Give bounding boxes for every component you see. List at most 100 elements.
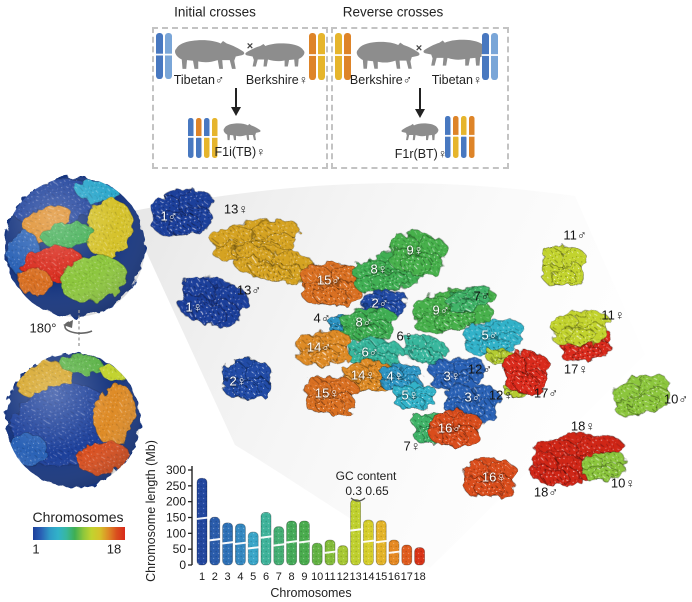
tibetan-chromosome-icon (164, 33, 173, 79)
nucleus-sphere-front (5, 177, 145, 317)
territory-blob-10m (610, 373, 670, 417)
territory-blob-3f (428, 356, 485, 390)
territory-blob-16m (428, 409, 482, 447)
territory-label-5f: 5♀ (401, 387, 419, 403)
territory-label-18m: 18♂ (533, 484, 559, 500)
reverse-cross-symbol: × (415, 42, 423, 55)
territory-label-1m: 1♂ (160, 208, 178, 224)
f1i-chromosome-icon (211, 118, 218, 158)
x-axis-tick-label: 13 (349, 571, 361, 583)
berkshire-chromosome-icon (334, 33, 343, 80)
territory-label-2m: 2♂ (371, 295, 389, 311)
x-axis-tick-label: 9 (301, 571, 307, 583)
territory-label-5m: 5♂ (481, 327, 499, 343)
territory-label-18f: 18♀ (570, 418, 596, 434)
territory-label-12m: 12♂ (467, 361, 493, 377)
territory-label-16m: 16♂ (437, 420, 463, 436)
chromosome-bar-6 (260, 512, 272, 566)
berkshire-chromosome-icon (308, 33, 317, 80)
territory-label-3f: 3♀ (443, 368, 461, 384)
territory-label-4f: 4♀ (386, 368, 404, 384)
x-axis-tick-label: 17 (401, 571, 413, 583)
initial-offspring-label: F1i(TB)♀ (214, 144, 266, 159)
territory-blob-9f (388, 231, 449, 277)
territory-label-9m: 9♂ (432, 302, 450, 318)
y-axis-tick-label: 100 (166, 526, 186, 540)
y-axis-tick-label: 300 (166, 463, 186, 477)
territory-label-7f: 7♀ (403, 438, 421, 454)
x-axis-tick-label: 12 (337, 571, 349, 583)
initial-crosses-box (152, 27, 328, 169)
territory-blob-10f (580, 451, 626, 482)
territory-blob-5m (463, 319, 525, 355)
reverse-crosses-title: Reverse crosses (342, 4, 444, 20)
territory-blob-16f (462, 457, 518, 499)
territory-label-17m: 17♂ (533, 385, 559, 401)
territory-label-3m: 3♂ (464, 389, 482, 405)
territory-blob-11f (550, 310, 609, 346)
chromosome-bar-14 (362, 519, 375, 566)
territory-blob-1m (149, 188, 213, 236)
territory-label-16f: 16♀ (481, 469, 507, 485)
chromosome-territories (149, 188, 670, 499)
territory-blob-14m (295, 330, 353, 366)
chart-x-axis-title: Chromosomes (270, 585, 352, 600)
territory-label-13f: 13♀ (223, 201, 249, 217)
chromosome-bar-8 (286, 520, 298, 566)
territory-label-15f: 15♀ (314, 385, 340, 401)
x-axis-tick-label: 6 (263, 571, 269, 583)
territory-label-11f: 11♀ (601, 307, 625, 323)
berkshire-chromosome-icon (317, 33, 326, 80)
legend-max-label: 18 (106, 541, 122, 557)
x-axis-tick-label: 8 (289, 571, 295, 583)
gc-content-annotation-title: GC content (335, 469, 397, 483)
chromosome-bar-4 (234, 523, 247, 566)
territory-label-2f: 2♀ (229, 373, 247, 389)
chromosome-bar-2 (209, 516, 221, 566)
y-axis-tick-label: 250 (166, 479, 186, 493)
chromosome-bar-12 (337, 545, 349, 566)
tibetan-chromosome-icon (155, 33, 164, 79)
reverse-crosses-box (331, 27, 509, 169)
territory-blob-6m (347, 337, 403, 370)
reverse-sire-label: Berkshire♂ (349, 72, 413, 87)
y-axis-tick-label: 200 (166, 495, 186, 509)
territory-label-10m: 10♂ (663, 391, 689, 407)
chromosome-bar-13 (350, 499, 362, 566)
chromosome-bar-5 (247, 531, 259, 566)
territory-label-12f: 12♀ (488, 387, 514, 403)
territory-blob-18m (529, 450, 586, 488)
territory-label-13m: 13♂ (236, 282, 262, 298)
territory-label-14m: 14♂ (306, 339, 332, 355)
x-axis-tick-label: 4 (237, 571, 243, 583)
territory-label-7m: 7♂ (473, 288, 491, 304)
tibetan-chromosome-icon (490, 33, 499, 80)
gc-content-annotation-values: 0.3 0.65 (345, 484, 389, 498)
territory-blob-7m (445, 285, 491, 314)
territory-label-9f: 9♀ (406, 242, 424, 258)
territory-label-6f: 6♀ (396, 328, 414, 344)
tibetan-chromosome-icon (481, 33, 490, 80)
f1r-chromosome-icon (468, 116, 475, 158)
chromosome-bar-9 (298, 520, 311, 566)
territory-label-1f: 1♀ (185, 299, 203, 315)
territory-blob-11m (541, 244, 587, 288)
x-axis-tick-label: 5 (250, 571, 256, 583)
x-axis-tick-label: 11 (324, 571, 335, 583)
territory-label-10f: 10♀ (610, 475, 636, 491)
gc-content-bracket (350, 497, 366, 502)
territory-blob-6f (400, 333, 450, 367)
territory-blob-15f (303, 375, 359, 415)
territory-label-4m: 4♂ (313, 310, 331, 326)
chromosome-bar-3 (222, 522, 234, 566)
initial-crosses-title: Initial crosses (174, 4, 256, 20)
initial-dam-label: Berkshire♀ (245, 72, 309, 87)
reverse-cross-arrowhead (415, 109, 425, 118)
territory-blob-1f (178, 276, 249, 329)
initial-sire-label: Tibetan♂ (173, 72, 225, 87)
x-axis-tick-label: 1 (199, 571, 205, 583)
initial-cross-arrowhead (231, 107, 241, 116)
cross-diagram-graphics (155, 33, 499, 158)
territory-label-15m: 15♂ (316, 272, 342, 288)
